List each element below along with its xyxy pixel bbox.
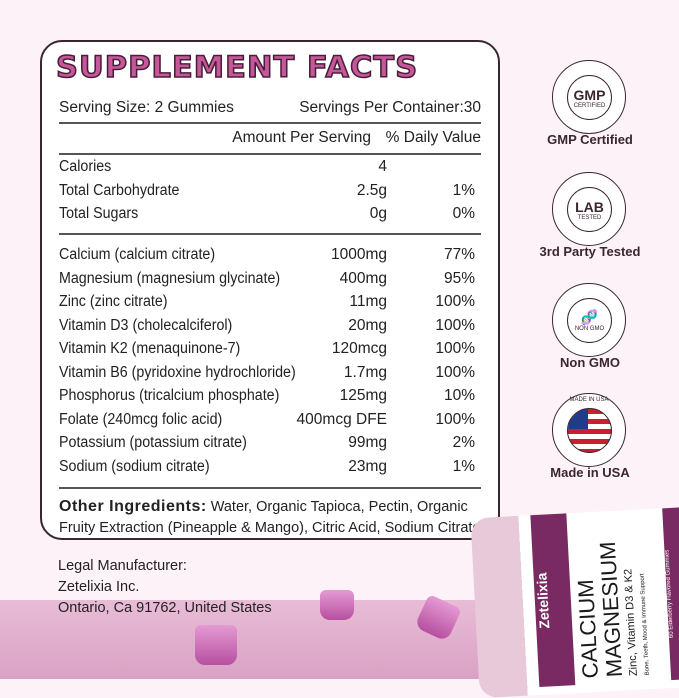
nutrient-amount: 11mg (349, 293, 387, 310)
nutrient-dv: 10% (443, 387, 475, 404)
nutrient-name: Magnesium (magnesium glycinate) (59, 269, 281, 287)
nutrient-dv: 100% (435, 363, 475, 381)
nutrient-amount: 0g (369, 205, 387, 222)
nutrient-row: Phosphorus (tricalcium phosphate) 125mg 10… (59, 385, 481, 407)
serving-row: Serving Size: 2 Gummies Servings Per Con… (59, 97, 481, 119)
badge-sub: TESTED (577, 214, 602, 221)
nutrient-amount: 2.5g (356, 181, 387, 199)
nutrient-name: Total Carbohydrate (59, 181, 180, 199)
nutrient-row: Vitamin K2 (menaquinone-7) 120mcg 100% (59, 338, 481, 360)
badge-label: GMP Certified (547, 132, 633, 147)
nutrient-dv: 100% (435, 316, 475, 334)
nutrient-name: Vitamin D3 (cholecalciferol) (59, 316, 233, 334)
panel-title: SUPPLEMENT FACTS (55, 49, 419, 85)
badge-ring-text: MADE IN USA (569, 397, 609, 403)
nutrient-name: Calories (59, 158, 112, 175)
badge-main: 🧬 (580, 309, 599, 325)
nutrient-name: Calcium (calcium citrate) (59, 246, 216, 263)
badge-label: Made in USA (550, 465, 630, 480)
divider (59, 233, 481, 235)
nutrient-name: Phosphorus (tricalcium phosphate) (59, 387, 280, 404)
legal-address: Ontario, Ca 91762, United States (58, 600, 272, 616)
amount-header: Amount Per Serving (232, 129, 371, 146)
gummy-image (320, 590, 354, 620)
nutrient-amount: 125mg (339, 387, 387, 404)
nutrient-name: Folate (240mcg folic acid) (59, 410, 223, 428)
nutrient-row: Total Carbohydrate 2.5g 1% (59, 180, 481, 202)
nutrient-name: Total Sugars (59, 205, 139, 222)
badge-main: LAB (575, 198, 604, 215)
usa-flag-seal-icon: MADE IN USA (552, 393, 626, 467)
gmp-seal-icon: GMP CERTIFIED (552, 60, 626, 134)
nutrient-row: Folate (240mcg folic acid) 400mcg DFE 100% (59, 409, 481, 431)
lab-tested-seal-icon: LAB TESTED (552, 172, 626, 246)
nutrient-dv: 1% (452, 457, 475, 475)
column-header: Amount Per Serving % Daily Value (59, 127, 481, 149)
divider (59, 487, 481, 489)
other-ingredients: Other Ingredients: Water, Organic Tapioc… (59, 496, 489, 539)
gummy-image (195, 625, 237, 665)
badge-main: GMP (573, 86, 606, 103)
nutrient-amount: 400mg (339, 269, 387, 287)
nutrient-row: Sodium (sodium citrate) 23mg 1% (59, 456, 481, 478)
servings-per-container: Servings Per Container:30 (299, 99, 481, 116)
nutrient-dv: 95% (443, 269, 475, 287)
nutrient-dv: 100% (435, 340, 475, 357)
divider (59, 153, 481, 155)
nutrient-amount: 23mg (348, 457, 387, 475)
nutrient-dv: 100% (435, 293, 475, 310)
nutrient-row: Calories 4 (59, 156, 481, 178)
nutrient-name: Sodium (sodium citrate) (59, 457, 210, 475)
bottle-count: 60 Elderberry Flavored Gummies (662, 507, 679, 681)
nutrient-amount: 1.7mg (343, 363, 387, 381)
badge-label: 3rd Party Tested (539, 244, 641, 259)
bottle-label: Zetelixia CALCIUM MAGNESIUM Zinc, Vitami… (530, 507, 679, 688)
nutrient-name: Zinc (zinc citrate) (59, 293, 168, 310)
other-ingredients-text: Water, Organic Tapioca, Pectin, Organic … (59, 499, 485, 536)
nutrient-row: Vitamin D3 (cholecalciferol) 20mg 100% (59, 315, 481, 337)
badge-label: Non GMO (560, 355, 620, 370)
legal-manufacturer: Legal Manufacturer: Zetelixia Inc. Ontar… (58, 556, 272, 619)
bottle-brand: Zetelixia (530, 513, 576, 688)
nutrient-name: Vitamin K2 (menaquinone-7) (59, 340, 241, 357)
nutrient-row: Vitamin B6 (pyridoxine hydrochloride) 1.7… (59, 362, 481, 384)
legal-label: Legal Manufacturer: (58, 558, 187, 574)
nutrient-dv: 2% (452, 434, 475, 451)
nutrient-amount: 1000mg (330, 246, 387, 263)
nutrient-amount: 99mg (348, 434, 387, 451)
badge-sub: NON GMO (574, 326, 605, 332)
nutrient-name: Vitamin B6 (pyridoxine hydrochloride) (59, 363, 296, 381)
nutrient-amount: 120mcg (331, 340, 387, 357)
nutrient-amount: 4 (378, 158, 387, 175)
nutrient-amount: 400mcg DFE (296, 410, 387, 428)
nutrient-name: Potassium (potassium citrate) (59, 434, 247, 451)
nutrient-dv: 0% (452, 205, 475, 222)
divider (59, 122, 481, 124)
badge-sub: CERTIFIED (573, 102, 606, 109)
dv-header: % Daily Value (385, 129, 481, 146)
nutrient-dv: 1% (452, 181, 475, 199)
product-bottle: Zetelixia CALCIUM MAGNESIUM Zinc, Vitami… (470, 505, 679, 698)
serving-size: Serving Size: 2 Gummies (59, 99, 234, 116)
nutrient-dv: 100% (435, 410, 475, 428)
bottle-product-name: CALCIUM MAGNESIUM Zinc, Vitamin D3 & K2 … (571, 515, 655, 679)
nutrient-row: Total Sugars 0g 0% (59, 203, 481, 225)
nutrient-row: Magnesium (magnesium glycinate) 400mg 95% (59, 268, 481, 290)
nutrient-row: Calcium (calcium citrate) 1000mg 77% (59, 244, 481, 266)
supplement-facts-panel: SUPPLEMENT FACTS Serving Size: 2 Gummies… (40, 40, 500, 540)
non-gmo-seal-icon: 🧬 NON GMO (552, 283, 626, 357)
nutrient-amount: 20mg (348, 316, 387, 334)
nutrient-dv: 77% (443, 246, 475, 263)
legal-company: Zetelixia Inc. (58, 579, 140, 595)
nutrient-row: Zinc (zinc citrate) 11mg 100% (59, 291, 481, 313)
nutrient-row: Potassium (potassium citrate) 99mg 2% (59, 432, 481, 454)
other-ingredients-label: Other Ingredients: (59, 498, 207, 515)
